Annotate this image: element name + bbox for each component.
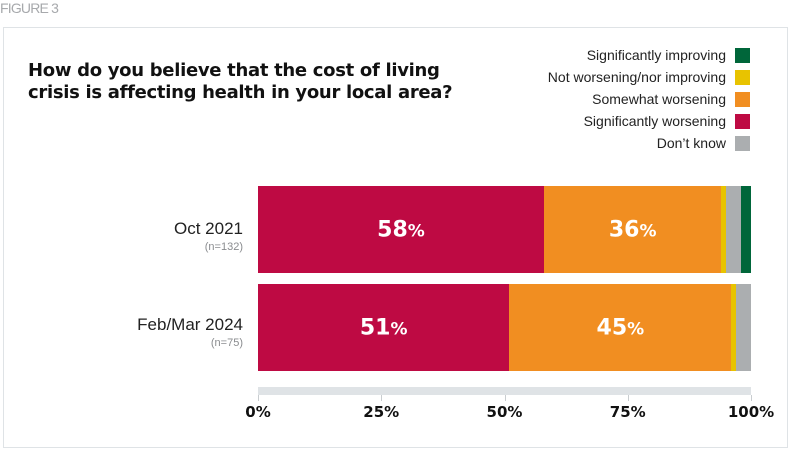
category-label: Feb/Mar 2024 (n=75) — [137, 315, 243, 349]
bar-segment — [258, 186, 544, 273]
x-tick-label: 100% — [727, 403, 775, 421]
data-label: 51% — [359, 315, 408, 340]
x-tick-label: 50% — [486, 403, 523, 421]
legend-item: Don’t know — [548, 132, 750, 154]
bar-segment — [543, 186, 722, 273]
category-n: (n=132) — [204, 241, 243, 253]
x-tick-label: 25% — [363, 403, 400, 421]
category-n: (n=75) — [210, 337, 243, 349]
legend-swatch — [735, 113, 750, 129]
x-tick-label: 0% — [245, 403, 271, 421]
legend-label: Somewhat worsening — [592, 91, 726, 107]
chart-frame — [3, 27, 788, 448]
bar-segment — [731, 284, 737, 371]
x-tick — [504, 395, 506, 401]
legend-label: Significantly worsening — [583, 113, 726, 129]
bar-segment — [721, 186, 727, 273]
data-label: 36% — [608, 217, 657, 242]
x-tick — [258, 395, 259, 401]
legend-label: Not worsening/nor improving — [547, 69, 726, 85]
legend-swatch — [735, 91, 750, 107]
data-label: 58% — [377, 217, 425, 242]
bar-segment — [258, 284, 510, 371]
legend-label: Don’t know — [656, 135, 726, 151]
legend: Significantly improving Not worsening/no… — [548, 44, 750, 154]
legend-swatch — [735, 47, 750, 63]
legend-item: Significantly improving — [548, 44, 750, 66]
figure-label: FIGURE 3 — [0, 0, 59, 16]
x-tick — [381, 395, 383, 401]
legend-item: Not worsening/nor improving — [548, 66, 750, 88]
legend-label: Significantly improving — [586, 47, 726, 63]
category-label: Oct 2021 (n=132) — [174, 219, 243, 253]
x-axis-band — [258, 387, 751, 395]
data-label: 45% — [596, 315, 645, 340]
legend-item: Somewhat worsening — [548, 88, 750, 110]
bar-segment — [509, 284, 732, 371]
x-tick-label: 75% — [609, 403, 646, 421]
chart-title: How do you believe that the cost of livi… — [28, 60, 453, 103]
x-tick — [751, 395, 752, 401]
bar-segment — [736, 284, 751, 371]
x-tick — [627, 395, 629, 401]
category-name: Oct 2021 — [174, 219, 243, 238]
legend-item: Significantly worsening — [548, 110, 750, 132]
bar-segment — [741, 186, 751, 273]
bar-segment — [726, 186, 742, 273]
category-name: Feb/Mar 2024 — [137, 315, 243, 334]
legend-swatch — [735, 69, 750, 85]
legend-swatch — [735, 135, 750, 151]
